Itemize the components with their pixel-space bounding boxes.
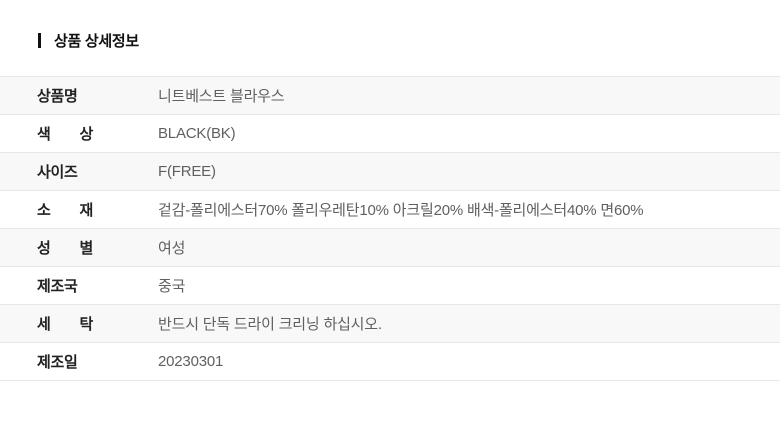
table-row: 소 재 겉감-폴리에스터70% 폴리우레탄10% 아크릴20% 배색-폴리에스터… (0, 190, 780, 228)
row-label: 사이즈 (37, 164, 78, 181)
row-value: 중국 (158, 278, 186, 295)
row-value: 겉감-폴리에스터70% 폴리우레탄10% 아크릴20% 배색-폴리에스터40% … (158, 202, 644, 219)
row-value: BLACK(BK) (158, 125, 236, 142)
page-title: 상품 상세정보 (54, 32, 139, 50)
row-value: F(FREE) (158, 163, 216, 180)
table-row: 상품명 니트베스트 블라우스 (0, 76, 780, 114)
row-label: 세 탁 (37, 316, 93, 333)
row-label: 제조국 (37, 278, 78, 295)
row-value: 20230301 (158, 353, 224, 370)
row-value: 여성 (158, 240, 186, 257)
product-detail-header: 상품 상세정보 (38, 30, 780, 50)
row-label: 상품명 (37, 88, 78, 105)
product-spec-table: 상품명 니트베스트 블라우스 색 상 BLACK(BK) 사이즈 F(FREE)… (0, 76, 780, 381)
table-row: 사이즈 F(FREE) (0, 152, 780, 190)
table-row: 제조국 중국 (0, 266, 780, 304)
row-value: 반드시 단독 드라이 크리닝 하십시오. (158, 316, 382, 333)
row-label: 제조일 (37, 354, 78, 371)
table-row: 성 별 여성 (0, 228, 780, 266)
row-value: 니트베스트 블라우스 (158, 88, 285, 105)
row-label: 색 상 (37, 126, 93, 143)
header-accent-bar (38, 32, 41, 48)
table-row: 색 상 BLACK(BK) (0, 114, 780, 152)
table-row: 세 탁 반드시 단독 드라이 크리닝 하십시오. (0, 304, 780, 342)
row-label: 소 재 (37, 202, 93, 219)
table-row: 제조일 20230301 (0, 342, 780, 380)
row-label: 성 별 (37, 240, 93, 257)
